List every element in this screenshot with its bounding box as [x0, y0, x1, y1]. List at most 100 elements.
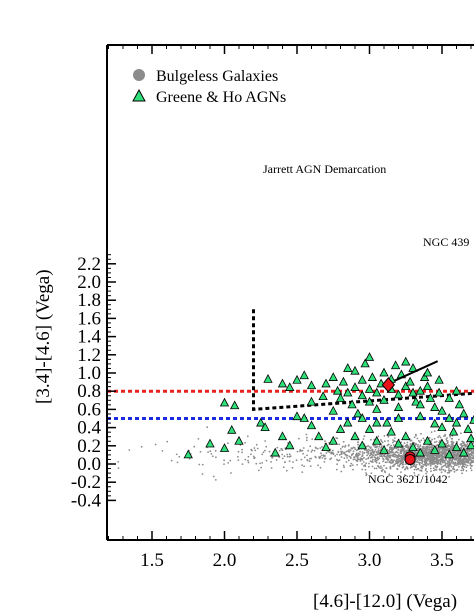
bulgeless-point: [450, 443, 453, 446]
bulgeless-point: [462, 442, 465, 445]
agn-point: [299, 370, 309, 380]
bulgeless-point: [442, 451, 445, 454]
bulgeless-point: [403, 450, 405, 453]
bulgeless-point: [463, 458, 465, 461]
bulgeless-point: [276, 446, 279, 449]
bulgeless-point: [454, 462, 457, 465]
bulgeless-point: [435, 469, 438, 471]
y-tick-label: 1.4: [77, 327, 101, 348]
bulgeless-point: [342, 464, 345, 467]
bulgeless-point: [386, 461, 388, 464]
bulgeless-point: [342, 440, 345, 443]
bulgeless-point: [259, 462, 261, 465]
bulgeless-point: [223, 459, 226, 462]
bulgeless-point: [461, 460, 464, 463]
agn-point: [444, 413, 454, 422]
bulgeless-point: [381, 467, 383, 469]
agn-point: [256, 417, 266, 427]
bulgeless-point: [435, 466, 438, 469]
bulgeless-point: [469, 464, 472, 466]
bulgeless-point: [465, 466, 468, 469]
agn-point: [357, 390, 367, 400]
bulgeless-point: [345, 450, 348, 453]
bulgeless-point: [463, 456, 465, 459]
agn-point: [353, 408, 363, 418]
bulgeless-point: [383, 464, 385, 467]
bulgeless-point: [418, 463, 421, 466]
bulgeless-point: [421, 465, 424, 468]
bulgeless-point: [447, 445, 450, 448]
bulgeless-point: [458, 457, 461, 460]
bulgeless-point: [420, 459, 423, 462]
bulgeless-point: [429, 467, 432, 470]
bulgeless-point: [421, 447, 424, 450]
bulgeless-point: [399, 449, 402, 452]
bulgeless-point: [361, 459, 364, 461]
agn-point: [459, 408, 469, 418]
ngc439-label: NGC 439: [423, 235, 469, 249]
bulgeless-point: [382, 460, 384, 463]
bulgeless-point: [398, 465, 401, 468]
bulgeless-point: [470, 469, 473, 472]
ngc3621-label: NGC 3621/1042: [368, 472, 448, 486]
bulgeless-point: [450, 448, 453, 450]
bulgeless-point: [288, 455, 291, 458]
agn-point: [379, 394, 389, 404]
bulgeless-point: [384, 461, 387, 464]
bulgeless-point: [362, 465, 365, 467]
bulgeless-point: [378, 445, 381, 448]
bulgeless-point: [246, 435, 249, 438]
bulgeless-point: [432, 467, 435, 470]
bulgeless-point: [452, 461, 454, 463]
bulgeless-point: [392, 451, 394, 454]
bulgeless-point: [433, 437, 436, 440]
agn-point: [422, 367, 433, 377]
bulgeless-point: [429, 465, 432, 467]
bulgeless-point: [230, 472, 232, 474]
agn-point: [328, 405, 338, 415]
bulgeless-point: [379, 439, 382, 441]
bulgeless-point: [419, 441, 421, 443]
bulgeless-point: [414, 465, 417, 468]
bulgeless-point: [431, 438, 433, 441]
bulgeless-point: [292, 461, 294, 463]
bulgeless-point: [461, 458, 463, 461]
bulgeless-point: [422, 449, 425, 452]
bulgeless-point: [170, 459, 173, 462]
bulgeless-point: [469, 456, 471, 458]
bulgeless-point: [359, 460, 362, 462]
bulgeless-point: [464, 464, 467, 466]
bulgeless-point: [431, 457, 434, 460]
bulgeless-point: [421, 462, 423, 464]
bulgeless-point: [198, 463, 201, 466]
bulgeless-point: [379, 467, 382, 469]
bulgeless-point: [375, 446, 378, 449]
bulgeless-point: [371, 456, 374, 459]
bulgeless-point: [258, 469, 260, 472]
bulgeless-point: [444, 443, 447, 445]
bulgeless-point: [268, 450, 271, 453]
bulgeless-point: [368, 465, 370, 468]
agn-point: [430, 402, 440, 411]
agn-point: [448, 426, 459, 436]
ngc439-pointer: [393, 360, 439, 382]
bulgeless-point: [321, 457, 324, 459]
bulgeless-point: [319, 455, 322, 458]
y-tick-label: -0.4: [71, 490, 102, 511]
agn-point: [379, 367, 389, 377]
bulgeless-point: [374, 453, 377, 456]
bulgeless-point: [320, 454, 323, 457]
bulgeless-point: [340, 451, 343, 454]
bulgeless-point: [449, 458, 451, 460]
bulgeless-point: [416, 437, 419, 440]
bulgeless-point: [214, 479, 217, 481]
bulgeless-point: [387, 443, 390, 446]
bulgeless-point: [382, 454, 385, 456]
bulgeless-point: [381, 441, 384, 444]
bulgeless-point: [439, 447, 442, 449]
bulgeless-point: [455, 457, 458, 459]
agn-point: [328, 435, 338, 445]
bulgeless-point: [367, 445, 369, 447]
bulgeless-point: [237, 455, 239, 458]
bulgeless-point: [445, 452, 447, 455]
